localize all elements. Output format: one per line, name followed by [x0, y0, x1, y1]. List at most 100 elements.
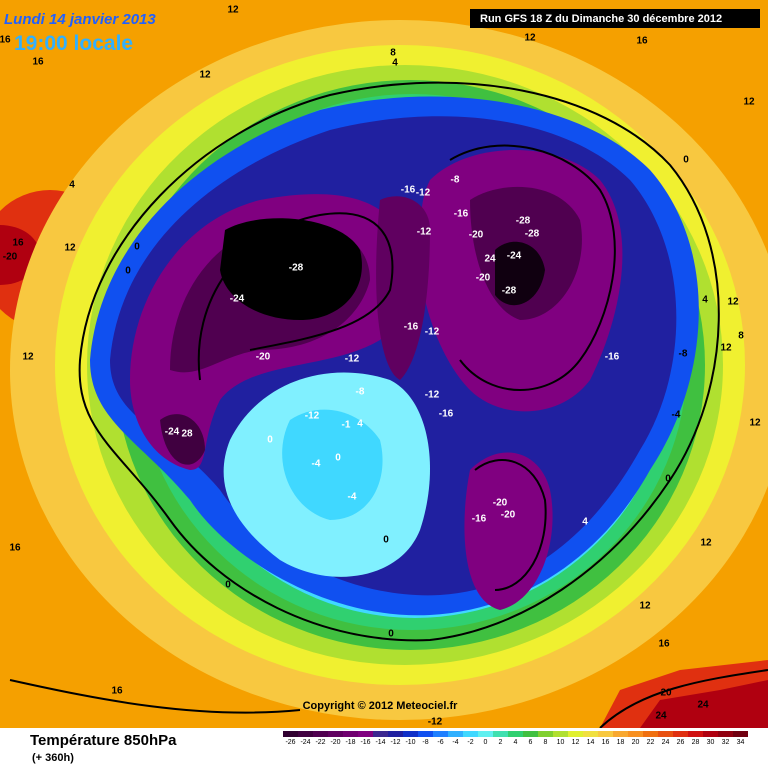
colorbar-swatch	[478, 731, 493, 737]
contour-label: -12	[428, 717, 443, 728]
contour-label: 0	[383, 535, 389, 546]
contour-label: 12	[639, 601, 651, 612]
colorbar-swatch	[493, 731, 508, 737]
copyright: Copyright © 2012 Meteociel.fr	[303, 700, 459, 712]
contour-label: -12	[416, 188, 431, 199]
colorbar-label: 24	[662, 739, 670, 746]
colorbar-swatch	[628, 731, 643, 737]
contour-label: 16	[636, 36, 648, 47]
contour-label: 16	[12, 238, 24, 249]
contour-label: 4	[357, 419, 363, 430]
contour-label: 12	[727, 297, 739, 308]
colorbar-label: 18	[617, 739, 625, 746]
contour-label: 0	[225, 580, 231, 591]
colorbar-label: 0	[484, 739, 488, 746]
colorbar-label: 4	[514, 739, 518, 746]
contour-label: 24	[484, 254, 496, 265]
contour-label: -8	[451, 175, 460, 186]
contour-label: 0	[665, 474, 671, 485]
contour-label: 8	[738, 331, 744, 342]
contour-label: -4	[672, 410, 681, 421]
contour-label: 0	[683, 155, 689, 166]
contour-label: -12	[305, 411, 320, 422]
colorbar-label: 30	[707, 739, 715, 746]
contour-label: 12	[743, 97, 755, 108]
footer-lead: (+ 360h)	[32, 752, 74, 764]
contour-label: -16	[454, 209, 469, 220]
colorbar-label: -6	[437, 739, 443, 746]
colorbar-label: -14	[375, 739, 385, 746]
footer-title: Température 850hPa	[30, 732, 177, 749]
run-box	[470, 9, 760, 28]
colorbar: -26 -24 -22 -20 -18 -16 -14 -12 -10 -8 -6 -4 -2 0 2 4 6 8…	[283, 731, 748, 746]
colorbar-swatch	[463, 731, 478, 737]
contour-label: -12	[425, 327, 440, 338]
colorbar-label: 22	[647, 739, 655, 746]
colorbar-swatch	[643, 731, 658, 737]
contour-label: 12	[227, 5, 239, 16]
colorbar-swatch	[373, 731, 388, 737]
contour-label: 12	[720, 343, 732, 354]
contour-label: -16	[472, 514, 487, 525]
colorbar-swatch	[343, 731, 358, 737]
colorbar-swatch	[553, 731, 568, 737]
colorbar-swatch	[388, 731, 403, 737]
colorbar-swatch	[688, 731, 703, 737]
colorbar-label: 34	[737, 739, 745, 746]
colorbar-swatch	[658, 731, 673, 737]
colorbar-label: 26	[677, 739, 685, 746]
contour-label: -20	[3, 252, 18, 263]
colorbar-label: -4	[452, 739, 458, 746]
colorbar-swatch	[583, 731, 598, 737]
contour-label: 12	[199, 70, 211, 81]
contour-label: 12	[22, 352, 34, 363]
contour-label: 4	[702, 295, 708, 306]
map-field	[0, 0, 768, 729]
contour-label: -20	[476, 273, 491, 284]
contour-label: -8	[356, 387, 365, 398]
colorbar-swatch	[508, 731, 523, 737]
colorbar-swatch	[433, 731, 448, 737]
contour-label: 8	[390, 48, 396, 59]
colorbar-swatch	[283, 731, 298, 737]
colorbar-label: -20	[330, 739, 340, 746]
contour-label: -16	[401, 185, 416, 196]
contour-label: -12	[417, 227, 432, 238]
contour-label: -12	[345, 354, 360, 365]
contour-label: -20	[493, 498, 508, 509]
contour-label: -8	[679, 349, 688, 360]
contour-label: 0	[134, 242, 140, 253]
colorbar-swatch	[418, 731, 433, 737]
contour-label: -12	[425, 390, 440, 401]
colorbar-label: 28	[692, 739, 700, 746]
contour-label: -28	[289, 263, 304, 274]
colorbar-label: -18	[345, 739, 355, 746]
contour-label: -28	[525, 229, 540, 240]
contour-label: -20	[256, 352, 271, 363]
colorbar-label: -2	[467, 739, 473, 746]
contour-label: -20	[501, 510, 516, 521]
colorbar-label: 2	[499, 739, 503, 746]
colorbar-label: 8	[544, 739, 548, 746]
colorbar-label: 12	[572, 739, 580, 746]
contour-label: 24	[697, 700, 709, 711]
colorbar-swatch	[328, 731, 343, 737]
contour-label: 12	[700, 538, 712, 549]
colorbar-swatch	[673, 731, 688, 737]
colorbar-label: -16	[360, 739, 370, 746]
contour-label: 16	[0, 35, 11, 46]
contour-label: 0	[335, 453, 341, 464]
contour-label: -20	[469, 230, 484, 241]
colorbar-label: -12	[390, 739, 400, 746]
contour-label: -24	[507, 251, 522, 262]
contour-label: 16	[111, 686, 123, 697]
contour-label: -4	[312, 459, 321, 470]
colorbar-label: -24	[300, 739, 310, 746]
colorbar-label: -10	[405, 739, 415, 746]
contour-label: 12	[524, 33, 536, 44]
contour-label: 0	[267, 435, 273, 446]
contour-label: 12	[64, 243, 76, 254]
contour-label: 12	[749, 418, 761, 429]
